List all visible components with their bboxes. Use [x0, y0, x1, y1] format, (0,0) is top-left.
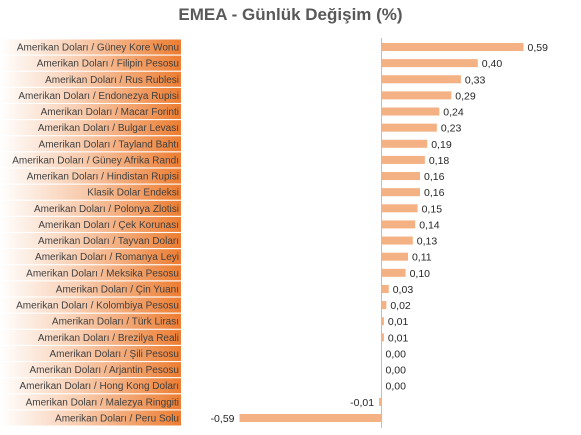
category-label: Amerikan Doları / Kolombiya Pesosu — [16, 301, 179, 312]
bar — [381, 268, 406, 277]
value-label: 0,01 — [388, 316, 409, 328]
value-label: 0,00 — [386, 348, 407, 360]
bar — [381, 91, 452, 100]
bar — [381, 188, 421, 197]
category-label-band — [0, 410, 181, 426]
value-label: 0,23 — [441, 123, 462, 135]
category-label-band — [0, 216, 181, 232]
category-label-band — [0, 39, 181, 55]
category-label: Amerikan Doları / Rus Rublesi — [45, 75, 179, 86]
value-label: 0,14 — [419, 219, 440, 231]
bar — [381, 155, 425, 164]
category-label: Amerikan Doları / Macar Forinti — [41, 107, 179, 118]
category-label: Amerikan Doları / Bulgar Levası — [38, 123, 179, 134]
bar — [381, 333, 384, 342]
category-label-band — [0, 71, 181, 87]
category-label-band — [0, 233, 181, 249]
category-label-band — [0, 120, 181, 136]
bar — [381, 220, 416, 229]
value-label: 0,00 — [386, 365, 407, 377]
category-label: Amerikan Doları / Peru Solu — [55, 413, 179, 424]
category-label: Amerikan Doları / Türk Lirası — [52, 317, 179, 328]
bar — [381, 252, 408, 261]
value-label: 0,03 — [393, 284, 414, 296]
bar — [381, 43, 524, 51]
category-label: Amerikan Doları / Arjantin Pesosu — [29, 365, 179, 376]
category-label: Amerikan Doları / Tayland Bahtı — [39, 139, 179, 150]
category-label: Amerikan Doları / Brezilya Reali — [38, 333, 179, 344]
bar — [381, 284, 389, 293]
category-label: Amerikan Doları / Hong Kong Doları — [19, 381, 179, 392]
category-label: Amerikan Doları / Çin Yuanı — [56, 284, 179, 295]
bar — [381, 123, 437, 132]
value-label: 0,10 — [410, 268, 431, 280]
value-label: -0,01 — [350, 397, 374, 409]
bar — [381, 317, 384, 326]
category-label: Klasik Dolar Endeksi — [87, 188, 179, 199]
category-label: Amerikan Doları / Çek Korunası — [38, 220, 179, 231]
category-label-band — [0, 265, 181, 281]
category-label-band — [0, 104, 181, 120]
category-label: Amerikan Doları / Filipin Pesosu — [37, 59, 179, 70]
category-label-band — [0, 184, 181, 200]
category-label-band — [0, 136, 181, 152]
category-label-band — [0, 394, 181, 410]
category-label-band — [0, 249, 181, 265]
value-label: 0,29 — [455, 90, 476, 102]
category-label-band — [0, 55, 181, 71]
bar — [381, 301, 387, 310]
value-label: 0,15 — [422, 203, 443, 215]
bar — [379, 397, 382, 406]
category-label-band — [0, 168, 181, 184]
category-label: Amerikan Doları / Tayvan Doları — [38, 236, 179, 247]
value-label: 0,00 — [386, 381, 407, 393]
value-label: 0,40 — [482, 58, 503, 70]
bar — [381, 236, 413, 245]
bar — [381, 59, 478, 68]
value-label: 0,13 — [417, 236, 438, 248]
value-label: 0,59 — [528, 42, 549, 54]
bar — [381, 75, 461, 84]
category-label-band — [0, 152, 181, 168]
category-label-band — [0, 281, 181, 297]
value-label: 0,24 — [443, 107, 464, 119]
category-label-band — [0, 313, 181, 329]
bar — [381, 204, 418, 213]
category-label: Amerikan Doları / Endonezya Rupisi — [18, 91, 179, 102]
category-label: Amerikan Doları / Güney Kore Wonu — [17, 43, 179, 54]
bar — [381, 107, 440, 116]
category-label: Amerikan Doları / Meksika Pesosu — [26, 268, 179, 279]
category-label-band — [0, 297, 181, 313]
category-label: Amerikan Doları / Polonya Zlotisi — [34, 204, 179, 215]
value-label: 0,18 — [429, 155, 450, 167]
category-label: Amerikan Doları / Şili Pesosu — [50, 349, 180, 360]
bar — [239, 413, 382, 422]
value-label: 0,16 — [424, 171, 445, 183]
value-label: 0,02 — [390, 300, 411, 312]
value-label: 0,16 — [424, 187, 445, 199]
category-label-band — [0, 329, 181, 345]
category-label-band — [0, 200, 181, 216]
category-label: Amerikan Doları / Malezya Ringgiti — [26, 397, 179, 408]
category-label-band — [0, 345, 181, 361]
value-label: 0,33 — [465, 74, 486, 86]
category-label: Amerikan Doları / Hindistan Rupisi — [27, 172, 179, 183]
value-label: 0,11 — [412, 252, 432, 264]
category-label-band — [0, 87, 181, 103]
bar — [381, 172, 421, 181]
bar — [381, 139, 428, 148]
category-label: Amerikan Doları / Romanya Leyi — [35, 252, 179, 263]
value-label: -0,59 — [211, 413, 235, 425]
value-label: 0,01 — [388, 332, 409, 344]
value-label: 0,19 — [431, 139, 452, 151]
category-label-band — [0, 362, 181, 378]
category-label: Amerikan Doları / Güney Afrika Randı — [12, 155, 179, 166]
chart-title: EMEA - Günlük Değişim (%) — [178, 5, 403, 24]
category-label-band — [0, 378, 181, 394]
